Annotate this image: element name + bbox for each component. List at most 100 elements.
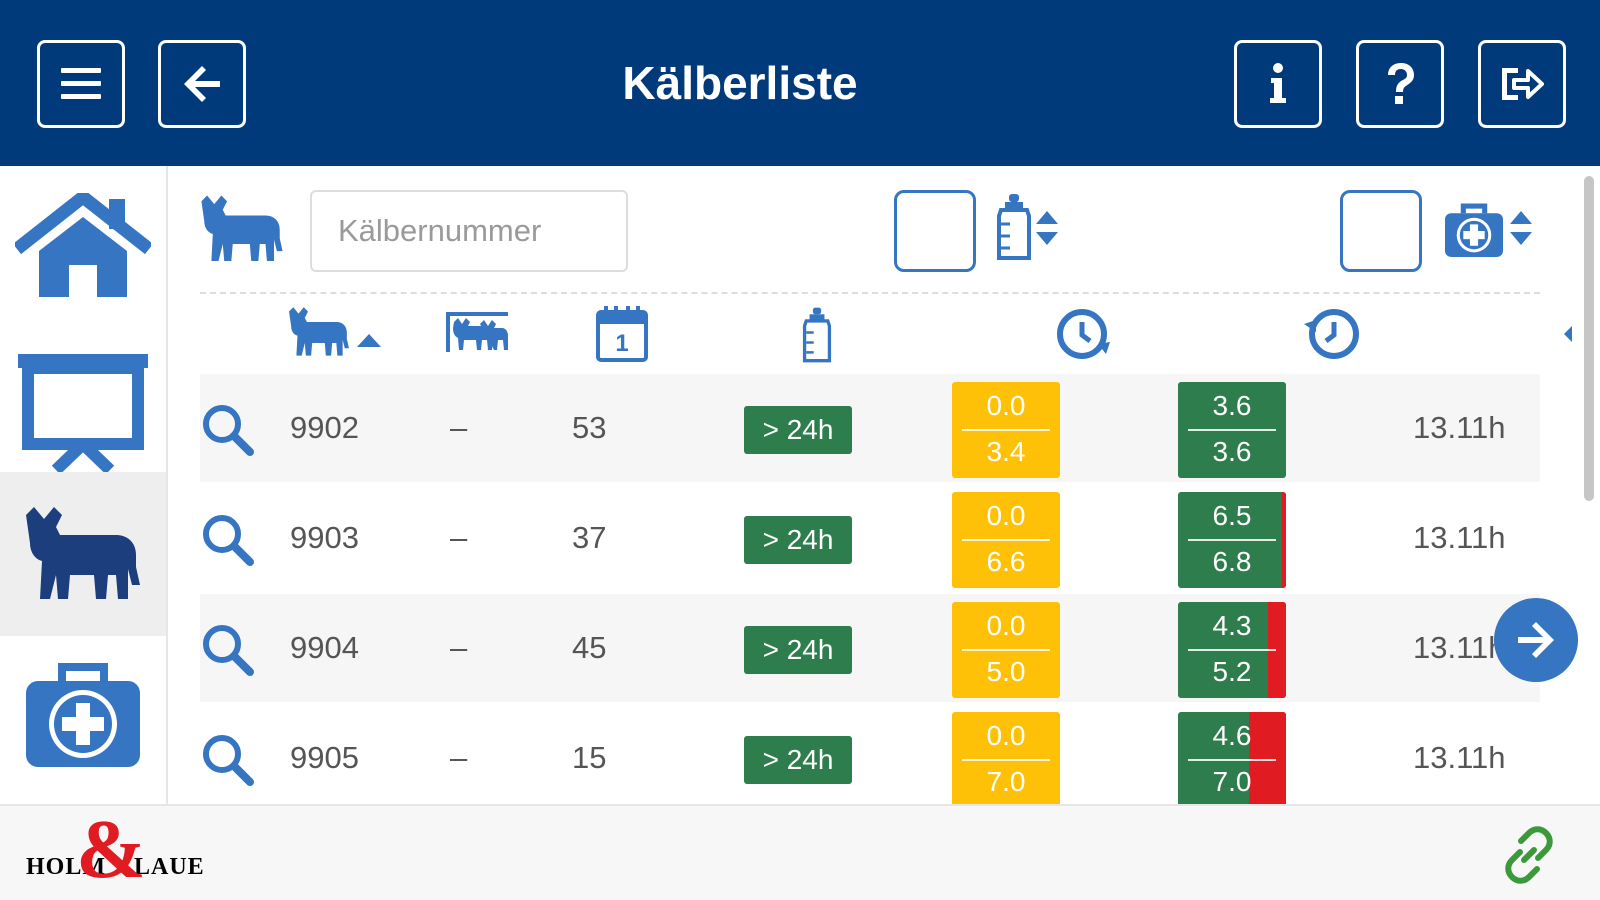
calendar-icon <box>596 306 648 362</box>
column-header-age[interactable]: 1 <box>596 304 648 362</box>
arrow-left-icon <box>184 66 220 102</box>
feed-yesterday-target: 7.0 <box>1212 766 1252 797</box>
last-visit-time: 13.11h <box>1413 740 1506 775</box>
holm-laue-logo: HOLM LAUE & <box>26 803 205 896</box>
feed-status-badge: > 24h <box>744 736 852 784</box>
last-visit-time: 13.11h <box>1413 630 1506 665</box>
filter-divider <box>200 292 1540 294</box>
info-button[interactable] <box>1234 40 1322 128</box>
arrow-right-icon <box>1518 622 1554 658</box>
feed-amount-today: 0.0 7.0 <box>952 712 1060 804</box>
calendar-day-label: 1 <box>615 330 629 357</box>
calf-number: 9905 <box>290 740 359 775</box>
feed-amount-today: 0.0 3.4 <box>952 382 1060 478</box>
feed-amount-today: 0.0 5.0 <box>952 602 1060 698</box>
feed-status-badge: > 24h <box>744 406 852 454</box>
bottle-icon <box>997 194 1031 260</box>
page-title: Kälberliste <box>622 57 858 109</box>
feed-amount-yesterday: 6.5 6.8 <box>1178 492 1286 588</box>
table-row[interactable]: 9905–15 > 24h 0.0 7.0 4.6 7.0 13.11h <box>200 704 1540 804</box>
feed-status-badge: > 24h <box>744 516 852 564</box>
next-page-button[interactable] <box>1494 598 1578 682</box>
feed-today-consumed: 0.0 <box>986 390 1026 421</box>
feed-deficit-bar <box>1267 602 1286 698</box>
calf-group: – <box>450 520 468 555</box>
calf-number-search-input[interactable] <box>310 190 628 272</box>
clock-history-icon[interactable] <box>1302 306 1362 362</box>
calf-number: 9904 <box>290 630 359 665</box>
logout-button[interactable] <box>1478 40 1566 128</box>
calf-age: 37 <box>572 520 607 555</box>
feed-amount-yesterday: 4.3 5.2 <box>1178 602 1286 698</box>
feed-today-target: 6.6 <box>986 546 1026 577</box>
help-button[interactable] <box>1356 40 1444 128</box>
feed-today-target: 7.0 <box>986 766 1026 797</box>
connection-link-button[interactable] <box>1498 824 1560 886</box>
calf-icon <box>289 307 349 356</box>
calf-group: – <box>450 630 468 665</box>
logout-icon <box>1502 68 1544 100</box>
feed-yesterday-target: 5.2 <box>1212 656 1252 687</box>
calf-list-panel: 1 9902–53> 24h0.03.43.63.613.11h9903–37>… <box>168 166 1572 804</box>
calf-age: 53 <box>572 410 607 445</box>
feed-amount-yesterday: 4.6 7.0 <box>1178 712 1286 804</box>
clock-forward-icon[interactable] <box>1054 306 1114 362</box>
last-visit-time: 13.11h <box>1413 520 1506 555</box>
bottle-icon[interactable] <box>802 306 832 364</box>
search-icon[interactable] <box>200 402 254 456</box>
search-icon[interactable] <box>200 512 254 566</box>
feed-yesterday-target: 6.8 <box>1212 546 1252 577</box>
feed-yesterday-consumed: 6.5 <box>1212 500 1252 531</box>
calf-group-icon[interactable] <box>444 308 510 354</box>
column-header-number[interactable] <box>288 306 408 366</box>
sort-medical-icon[interactable] <box>1508 208 1534 248</box>
link-icon <box>1505 826 1553 884</box>
feed-amount-today: 0.0 6.6 <box>952 492 1060 588</box>
feed-today-target: 5.0 <box>986 656 1026 687</box>
feed-deficit-bar <box>1281 492 1286 588</box>
feed-today-target: 3.4 <box>986 436 1026 467</box>
feed-yesterday-consumed: 3.6 <box>1212 390 1252 421</box>
feed-deficit-bar <box>1249 712 1286 804</box>
sort-feeding-icon[interactable] <box>1034 208 1060 248</box>
search-icon[interactable] <box>200 732 254 786</box>
menu-icon <box>61 68 101 99</box>
table-row[interactable]: 9904–45 > 24h 0.0 5.0 4.3 5.2 13.11h <box>200 594 1540 702</box>
feeding-filter-checkbox[interactable] <box>894 190 976 272</box>
table-row[interactable]: 9902–53 > 24h 0.0 3.4 3.6 3.6 13.11h <box>200 374 1540 482</box>
medical-kit-icon <box>1445 203 1503 257</box>
feed-yesterday-consumed: 4.6 <box>1212 720 1252 751</box>
footer: HOLM LAUE & <box>0 804 1600 900</box>
calf-icon <box>26 507 140 599</box>
feed-today-consumed: 0.0 <box>986 610 1026 641</box>
feed-amount-yesterday: 3.6 3.6 <box>1178 382 1286 478</box>
sidebar <box>0 166 168 804</box>
chevron-left-icon[interactable] <box>1562 326 1572 342</box>
calf-number: 9902 <box>290 410 359 445</box>
app-header: Kälberliste <box>0 0 1600 166</box>
feed-yesterday-consumed: 4.3 <box>1212 610 1252 641</box>
presentation-icon <box>18 354 148 474</box>
help-icon <box>1388 63 1414 104</box>
back-button[interactable] <box>158 40 246 128</box>
medical-filter-checkbox[interactable] <box>1340 190 1422 272</box>
home-icon <box>15 193 151 297</box>
calf-group: – <box>450 740 468 775</box>
medical-kit-icon <box>26 663 140 767</box>
sidebar-item-calves[interactable] <box>0 472 166 636</box>
sidebar-item-home[interactable] <box>0 166 166 330</box>
menu-button[interactable] <box>37 40 125 128</box>
search-icon[interactable] <box>200 622 254 676</box>
feed-yesterday-target: 3.6 <box>1212 436 1252 467</box>
feed-today-consumed: 0.0 <box>986 720 1026 751</box>
feed-today-consumed: 0.0 <box>986 500 1026 531</box>
sort-ascending-icon <box>357 334 381 347</box>
calf-icon <box>201 195 283 262</box>
sidebar-item-medical[interactable] <box>0 632 166 796</box>
table-row[interactable]: 9903–37 > 24h 0.0 6.6 6.5 6.8 13.11h <box>200 484 1540 592</box>
info-icon <box>1270 63 1286 103</box>
sidebar-item-presentation[interactable] <box>0 330 166 494</box>
last-visit-time: 13.11h <box>1413 410 1506 445</box>
scrollbar-thumb[interactable] <box>1584 176 1594 501</box>
calf-number: 9903 <box>290 520 359 555</box>
